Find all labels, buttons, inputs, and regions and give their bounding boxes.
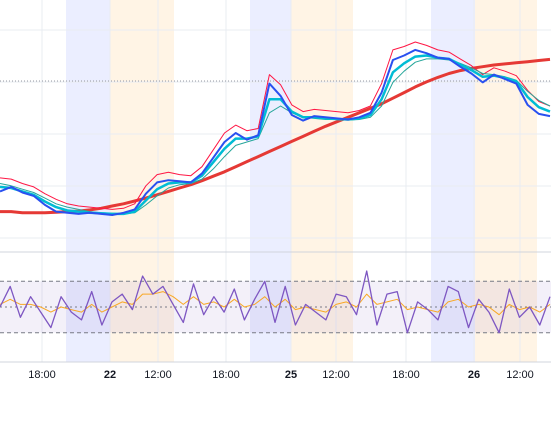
- x-tick-label: 18:00: [212, 369, 240, 381]
- x-tick-label: 18:00: [28, 369, 56, 381]
- session-band-orange: [291, 0, 353, 362]
- x-axis-ticks: 18:00 22 12:00 18:00 25 12:00 18:00 26 12:00: [28, 369, 534, 381]
- series-oscillator-ma: [0, 291, 551, 316]
- series-lines: [0, 41, 551, 334]
- series-oscillator: [0, 270, 551, 334]
- series-ma-long: [0, 57, 551, 215]
- x-tick-label: 12:00: [506, 369, 534, 381]
- x-tick-label: 12:00: [322, 369, 350, 381]
- oscillator-levels: [0, 280, 551, 334]
- x-tick-label: 12:00: [144, 369, 172, 381]
- x-tick-label: 18:00: [392, 369, 420, 381]
- x-tick-label: 25: [285, 369, 297, 381]
- series-price: [0, 48, 551, 216]
- x-tick-label: 22: [104, 369, 116, 381]
- series-upper-band: [0, 41, 551, 210]
- grid: [0, 0, 551, 363]
- x-tick-label: 26: [468, 369, 480, 381]
